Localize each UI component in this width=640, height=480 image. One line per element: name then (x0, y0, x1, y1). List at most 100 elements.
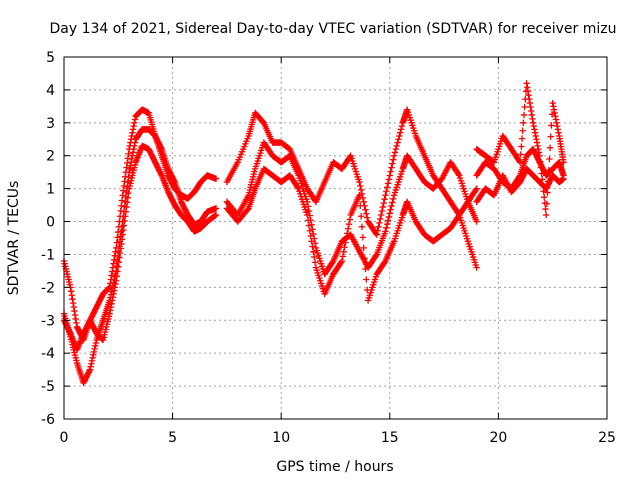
data-point (546, 155, 553, 163)
data-point (359, 194, 367, 202)
data-point (306, 227, 314, 234)
data-point (542, 205, 549, 213)
data-point (309, 243, 316, 250)
data-point (89, 354, 96, 361)
data-point (129, 152, 136, 159)
y-tick-label: -1 (41, 247, 55, 263)
data-point (552, 116, 560, 123)
data-point (107, 303, 115, 311)
data-point (544, 189, 551, 196)
data-point (532, 132, 539, 140)
data-point (545, 167, 552, 174)
data-point (114, 234, 121, 241)
data-point (131, 119, 138, 127)
data-point (131, 139, 139, 146)
data-point (68, 292, 76, 299)
data-point (244, 206, 251, 213)
data-point (363, 210, 370, 217)
data-point (518, 135, 526, 142)
data-point (535, 149, 543, 156)
data-point (393, 142, 400, 150)
data-point (118, 202, 125, 209)
data-point (108, 300, 115, 308)
x-tick-label: 20 (489, 430, 507, 446)
data-point (123, 164, 130, 171)
data-point (384, 180, 392, 187)
data-point (548, 122, 555, 129)
data-point (90, 351, 97, 359)
data-point (383, 184, 391, 191)
data-point (339, 253, 347, 260)
data-points (60, 80, 567, 386)
data-point (73, 319, 80, 327)
data-point (533, 136, 540, 143)
data-point (542, 211, 550, 219)
data-point (362, 206, 369, 213)
data-point (118, 240, 125, 248)
data-point (86, 367, 93, 375)
data-point (360, 198, 367, 205)
x-tick-label: 25 (598, 430, 616, 446)
data-point (518, 143, 525, 150)
data-point (115, 259, 122, 266)
data-point (379, 203, 387, 211)
data-point (112, 280, 119, 288)
data-point (546, 144, 554, 152)
data-point (117, 207, 124, 215)
data-point (521, 103, 528, 111)
data-point (531, 126, 538, 133)
data-point (111, 284, 119, 291)
data-point (520, 119, 527, 127)
data-point (387, 168, 394, 175)
data-point (541, 193, 548, 201)
data-point (341, 244, 348, 251)
y-axis-label: SDTVAR / TECUs (6, 181, 22, 296)
data-point (536, 152, 543, 159)
data-point (70, 303, 77, 311)
data-point (534, 142, 541, 150)
data-point (294, 184, 301, 191)
y-tick-label: -3 (41, 313, 55, 329)
data-point (343, 234, 350, 242)
data-point (376, 219, 383, 227)
data-point (129, 129, 136, 136)
data-point (157, 170, 165, 178)
data-point (122, 213, 129, 220)
data-point (527, 107, 535, 115)
data-point (342, 239, 349, 246)
data-point (358, 223, 366, 231)
data-point (311, 259, 319, 266)
plot-frame (63, 56, 608, 420)
data-point (211, 212, 219, 219)
data-point (124, 155, 132, 162)
x-axis-ticks: 0 5 10 15 20 25 (60, 57, 616, 446)
data-point (520, 111, 528, 119)
data-point (555, 129, 562, 136)
data-point (112, 267, 120, 275)
data-point (337, 259, 345, 266)
data-point (345, 220, 353, 228)
data-point (455, 170, 462, 178)
data-point (551, 109, 558, 117)
data-point (121, 178, 128, 185)
data-point (386, 210, 393, 217)
data-point (524, 84, 531, 91)
data-point (124, 199, 131, 206)
data-point (106, 310, 113, 317)
data-point (397, 126, 405, 133)
data-point (157, 144, 165, 152)
y-tick-label: 0 (46, 215, 55, 231)
y-tick-label: 2 (46, 149, 55, 165)
data-point (123, 203, 130, 211)
data-point (389, 160, 396, 167)
data-point (87, 363, 94, 370)
data-point (124, 194, 132, 202)
data-point (357, 182, 364, 190)
data-point (122, 208, 130, 215)
data-point (120, 226, 127, 234)
data-point (388, 164, 395, 171)
data-point (113, 262, 120, 270)
data-point (550, 103, 557, 110)
data-point (356, 178, 363, 186)
data-point (307, 232, 314, 240)
